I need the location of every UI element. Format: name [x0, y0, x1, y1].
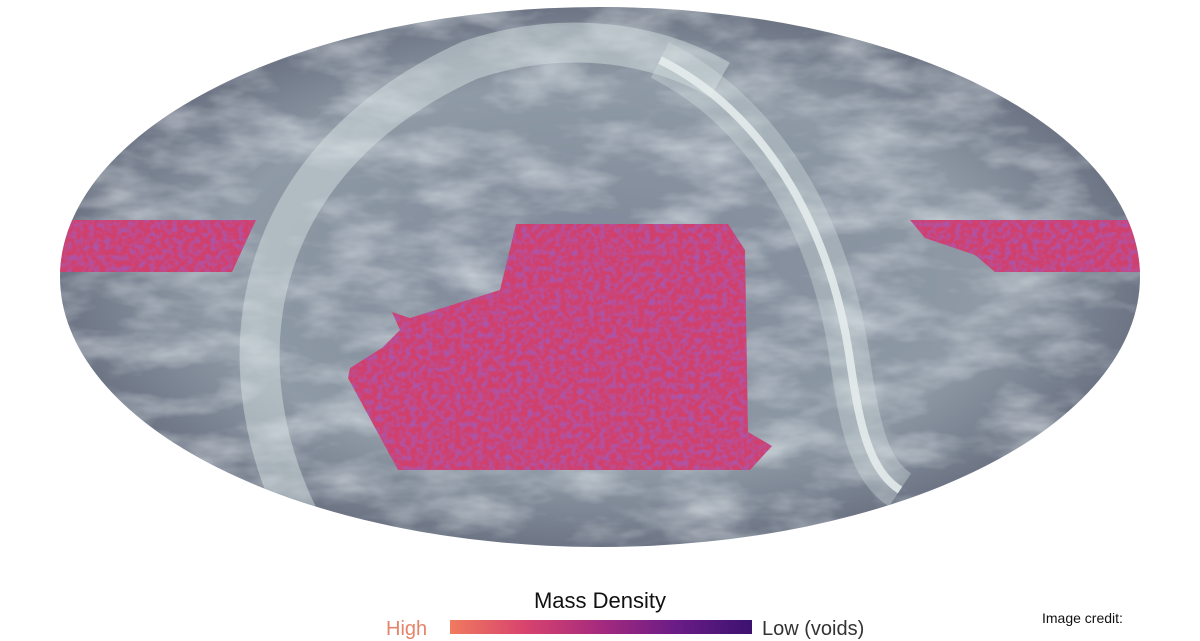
legend-title: Mass Density — [533, 588, 667, 613]
galactic-arc-right-glow — [650, 42, 912, 507]
galactic-arc-left — [239, 22, 730, 529]
colorbar — [450, 620, 752, 634]
mass-map-right — [910, 220, 1140, 272]
sky-map — [60, 7, 1140, 547]
galactic-arc-right — [658, 56, 903, 494]
image-credit: Image credit: — [1042, 610, 1123, 626]
mass-map-left — [60, 220, 256, 272]
mass-map-center — [348, 224, 772, 470]
